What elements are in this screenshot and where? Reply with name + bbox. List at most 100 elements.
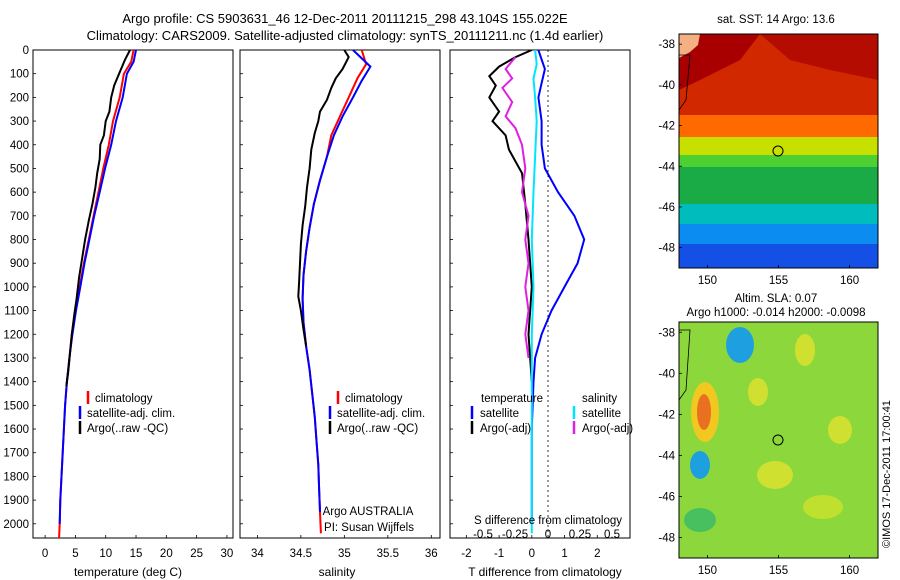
series-argo-adj- xyxy=(487,50,533,382)
map-x-tick-label: 160 xyxy=(840,275,859,287)
salinity-legend: climatology satellite-adj. clim. Argo(..… xyxy=(328,391,425,435)
salinity-xlabel: salinity xyxy=(319,565,356,579)
x-tick-label-top: -0.5 xyxy=(473,529,493,541)
depth-axis: 0 100 200 300 400 500 600 700 800 900 1000 1100 1200… xyxy=(3,45,453,531)
depth-tick-label: 200 xyxy=(10,92,29,104)
temperature-xticks: 0 5 10 15 20 25 30 xyxy=(42,535,233,560)
x-tick-label-top: 0.25 xyxy=(569,529,591,541)
x-tick-label: 30 xyxy=(221,548,234,560)
legend-label: climatology xyxy=(95,393,153,405)
difference-panel xyxy=(449,49,631,539)
series-satellite-adj-clim- xyxy=(301,50,372,512)
x-tick-label: 1 xyxy=(561,548,567,560)
depth-tick-label: 600 xyxy=(10,187,29,199)
x-tick-label: 34.5 xyxy=(290,548,312,560)
depth-tick-label: 1400 xyxy=(3,377,29,389)
pi-label: PI: Susan Wijffels xyxy=(324,522,414,534)
x-tick-label: 35.5 xyxy=(377,548,399,560)
series-argo-adj- xyxy=(501,56,530,359)
legend-label: Argo(-adj) xyxy=(480,423,531,435)
legend-label: Argo(..raw -QC) xyxy=(87,423,168,435)
x-tick-label: 15 xyxy=(130,548,143,560)
depth-tick-label: 1500 xyxy=(3,400,29,412)
legend-label: climatology xyxy=(345,393,403,405)
program-label: Argo AUSTRALIA xyxy=(323,506,414,518)
x-tick-label: 0 xyxy=(42,548,48,560)
x-tick-label-top: 0 xyxy=(545,529,551,541)
difference-legend: temperature salinity satellite Argo(-adj… xyxy=(470,393,633,435)
series-argo-raw-qc- xyxy=(65,50,131,387)
map-y-tick-label: -44 xyxy=(658,450,675,462)
depth-tick-label: 1300 xyxy=(3,353,29,365)
map-y-tick-label: -42 xyxy=(658,409,675,421)
temperature-panel xyxy=(32,49,234,539)
x-tick-label-top: 0.5 xyxy=(604,529,620,541)
depth-tick-label: 500 xyxy=(10,163,29,175)
difference-series xyxy=(487,50,586,534)
x-tick-label: 34 xyxy=(251,548,264,560)
depth-tick-label: 1200 xyxy=(3,329,29,341)
legend-label: satellite xyxy=(480,408,519,420)
map-y-tick-label: -48 xyxy=(658,532,675,544)
legend-title-temperature: temperature xyxy=(481,393,543,405)
depth-tick-label: 2000 xyxy=(3,519,29,531)
sla-map-title2: Argo h1000: -0.014 h2000: -0.0098 xyxy=(686,307,865,319)
map-x-tick-label: 155 xyxy=(769,565,788,577)
x-tick-label: 0 xyxy=(529,548,535,560)
imos-credit: ©IMOS 17-Dec-2011 17:00:41 xyxy=(881,400,893,548)
salinity-difference-xticks: -0.5 -0.25 0 0.25 0.5 xyxy=(473,529,620,541)
map-y-tick-label: -44 xyxy=(658,161,675,173)
legend-label: satellite-adj. clim. xyxy=(337,408,425,420)
temperature-series xyxy=(58,50,137,538)
salinity-xticks: 34 34.5 35 35.5 36 xyxy=(251,535,438,560)
x-tick-label: 20 xyxy=(160,548,173,560)
map-x-tick-label: 150 xyxy=(698,565,717,577)
difference-xlabel: T difference from climatology xyxy=(468,565,622,579)
map-y-tick-label: -40 xyxy=(658,368,675,380)
depth-tick-label: 1000 xyxy=(3,282,29,294)
series-satellite xyxy=(530,50,586,524)
depth-tick-label: 900 xyxy=(10,258,29,270)
map-y-tick-label: -38 xyxy=(658,327,675,339)
series-argo-raw-qc- xyxy=(297,50,350,347)
sst-map-axes: 150 155 160 -38 -40 -42 -44 -46 -48 xyxy=(658,39,859,287)
map-x-tick-label: 160 xyxy=(840,565,859,577)
depth-tick-label: 700 xyxy=(10,211,29,223)
depth-tick-label: 1600 xyxy=(3,424,29,436)
map-y-tick-label: -46 xyxy=(658,491,675,503)
legend-label: satellite-adj. clim. xyxy=(87,408,175,420)
x-tick-label: 25 xyxy=(190,548,203,560)
sla-map-title1: Altim. SLA: 0.07 xyxy=(735,293,817,305)
map-y-tick-label: -42 xyxy=(658,121,675,133)
difference-xticks: -2 -1 0 1 2 xyxy=(461,535,600,560)
map-y-tick-label: -46 xyxy=(658,202,675,214)
depth-tick-label: 1800 xyxy=(3,471,29,483)
map-x-tick-label: 150 xyxy=(698,275,717,287)
temperature-legend: climatology satellite-adj. clim. Argo(..… xyxy=(78,391,175,435)
x-tick-label: -1 xyxy=(494,548,504,560)
x-tick-label: 2 xyxy=(594,548,600,560)
depth-tick-label: 300 xyxy=(10,116,29,128)
sla-map-axes: 150 155 160 -38 -40 -42 -44 -46 -48 xyxy=(658,327,859,577)
x-tick-label: 35 xyxy=(338,548,351,560)
header-line1: Argo profile: CS 5903631_46 12-Dec-2011 … xyxy=(122,11,568,26)
header-line2: Climatology: CARS2009. Satellite-adjuste… xyxy=(87,28,604,43)
difference-xlabel-top: S difference from climatology xyxy=(474,515,622,527)
sst-map-title: sat. SST: 14 Argo: 13.6 xyxy=(717,14,835,26)
series-satellite-adj-clim- xyxy=(58,50,137,524)
x-tick-label: -2 xyxy=(461,548,471,560)
depth-tick-label: 0 xyxy=(23,45,29,57)
salinity-panel xyxy=(239,49,441,539)
map-y-tick-label: -40 xyxy=(658,80,675,92)
sst-map xyxy=(678,33,879,269)
x-tick-label: 5 xyxy=(72,548,78,560)
series-satellite xyxy=(530,50,538,534)
depth-tick-label: 1900 xyxy=(3,495,29,507)
sla-map xyxy=(678,321,879,559)
map-x-tick-label: 155 xyxy=(769,275,788,287)
x-tick-label: 10 xyxy=(99,548,112,560)
legend-label: Argo(-adj) xyxy=(582,423,633,435)
depth-tick-label: 1700 xyxy=(3,448,29,460)
depth-tick-label: 100 xyxy=(10,69,29,81)
